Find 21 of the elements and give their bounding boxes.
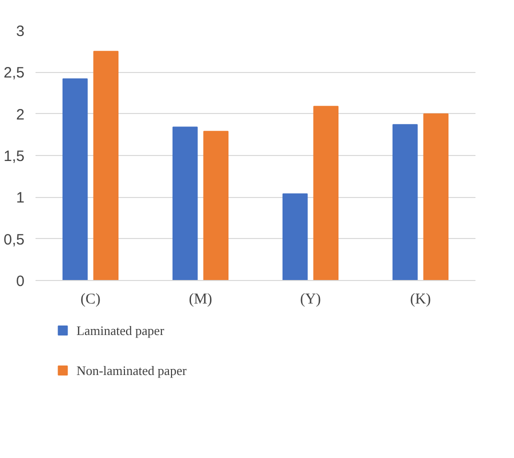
x-tick-label: (C) <box>80 292 100 308</box>
bar <box>313 106 338 280</box>
bar <box>423 113 448 280</box>
x-tick-label: (Y) <box>300 292 321 308</box>
legend-label: Non-laminated paper <box>76 363 188 378</box>
y-tick-label: 2,5 <box>4 64 25 82</box>
bar <box>93 50 118 280</box>
bar <box>392 124 418 280</box>
y-tick-label: 1,5 <box>4 148 25 165</box>
bar <box>203 130 228 280</box>
bar <box>172 126 198 280</box>
y-tick-label: 3 <box>16 23 24 40</box>
legend-label: Laminated paper <box>76 323 165 338</box>
x-tick-label: (K) <box>410 292 431 308</box>
y-tick-label: 2 <box>16 106 24 124</box>
y-tick-label: 1 <box>16 190 24 207</box>
y-tick-label: 0 <box>16 273 24 290</box>
y-tick-label: 0,5 <box>4 231 25 248</box>
x-tick-label: (M) <box>188 292 212 308</box>
bar <box>62 78 88 280</box>
bar <box>282 193 308 280</box>
